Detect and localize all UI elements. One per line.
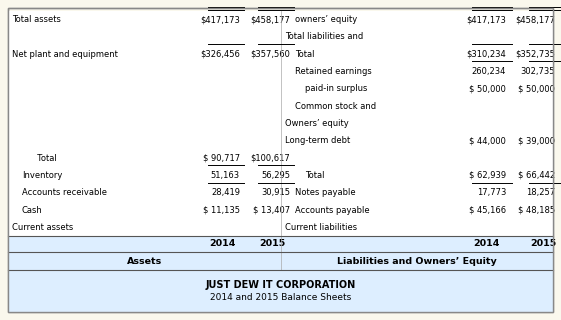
- Text: Cash: Cash: [22, 205, 43, 214]
- Text: $ 62,939: $ 62,939: [469, 171, 506, 180]
- Text: owners’ equity: owners’ equity: [295, 15, 357, 24]
- Text: $458,177: $458,177: [250, 15, 290, 24]
- Text: Retained earnings: Retained earnings: [295, 67, 372, 76]
- Text: $310,234: $310,234: [466, 50, 506, 59]
- Text: Long-term debt: Long-term debt: [285, 136, 350, 145]
- Bar: [8, 11, 553, 270]
- Text: $ 13,407: $ 13,407: [253, 205, 290, 214]
- Text: 30,915: 30,915: [261, 188, 290, 197]
- Text: $326,456: $326,456: [200, 50, 240, 59]
- Text: Total: Total: [305, 171, 324, 180]
- Text: $ 44,000: $ 44,000: [469, 136, 506, 145]
- Text: 17,773: 17,773: [477, 188, 506, 197]
- Bar: [8, 252, 553, 270]
- Text: Accounts receivable: Accounts receivable: [22, 188, 107, 197]
- Text: $357,560: $357,560: [250, 50, 290, 59]
- Text: $ 50,000: $ 50,000: [469, 84, 506, 93]
- Text: Total liabilities and: Total liabilities and: [285, 32, 364, 42]
- Text: $458,177: $458,177: [515, 15, 555, 24]
- Text: 51,163: 51,163: [211, 171, 240, 180]
- Bar: [8, 236, 553, 252]
- Bar: [8, 270, 553, 312]
- Text: Notes payable: Notes payable: [295, 188, 356, 197]
- Text: $ 39,000: $ 39,000: [518, 136, 555, 145]
- Text: paid-in surplus: paid-in surplus: [305, 84, 367, 93]
- Text: Total: Total: [295, 50, 315, 59]
- Text: 2014 and 2015 Balance Sheets: 2014 and 2015 Balance Sheets: [210, 292, 351, 301]
- Text: 18,257: 18,257: [526, 188, 555, 197]
- Text: Liabilities and Owners’ Equity: Liabilities and Owners’ Equity: [337, 257, 497, 266]
- Text: $417,173: $417,173: [200, 15, 240, 24]
- Text: $ 50,000: $ 50,000: [518, 84, 555, 93]
- Text: Common stock and: Common stock and: [295, 102, 376, 111]
- Text: 56,295: 56,295: [261, 171, 290, 180]
- Text: $352,735: $352,735: [515, 50, 555, 59]
- Text: Current assets: Current assets: [12, 223, 73, 232]
- Text: 302,735: 302,735: [521, 67, 555, 76]
- Text: $ 48,185: $ 48,185: [518, 205, 555, 214]
- Text: $ 11,135: $ 11,135: [203, 205, 240, 214]
- Text: 2015: 2015: [259, 239, 285, 249]
- Text: 260,234: 260,234: [472, 67, 506, 76]
- Text: JUST DEW IT CORPORATION: JUST DEW IT CORPORATION: [205, 280, 356, 290]
- Text: Total assets: Total assets: [12, 15, 61, 24]
- Text: 2014: 2014: [209, 239, 235, 249]
- Text: Assets: Assets: [127, 257, 162, 266]
- Text: Net plant and equipment: Net plant and equipment: [12, 50, 118, 59]
- Text: Accounts payable: Accounts payable: [295, 205, 370, 214]
- Text: 28,419: 28,419: [211, 188, 240, 197]
- Text: $ 90,717: $ 90,717: [203, 154, 240, 163]
- Text: Owners’ equity: Owners’ equity: [285, 119, 349, 128]
- Text: 2015: 2015: [530, 239, 556, 249]
- Text: $ 45,166: $ 45,166: [469, 205, 506, 214]
- Text: 2014: 2014: [473, 239, 499, 249]
- Text: Total: Total: [32, 154, 57, 163]
- Text: $417,173: $417,173: [466, 15, 506, 24]
- Text: $100,617: $100,617: [250, 154, 290, 163]
- Text: Inventory: Inventory: [22, 171, 62, 180]
- Text: Current liabilities: Current liabilities: [285, 223, 357, 232]
- Text: $ 66,442: $ 66,442: [518, 171, 555, 180]
